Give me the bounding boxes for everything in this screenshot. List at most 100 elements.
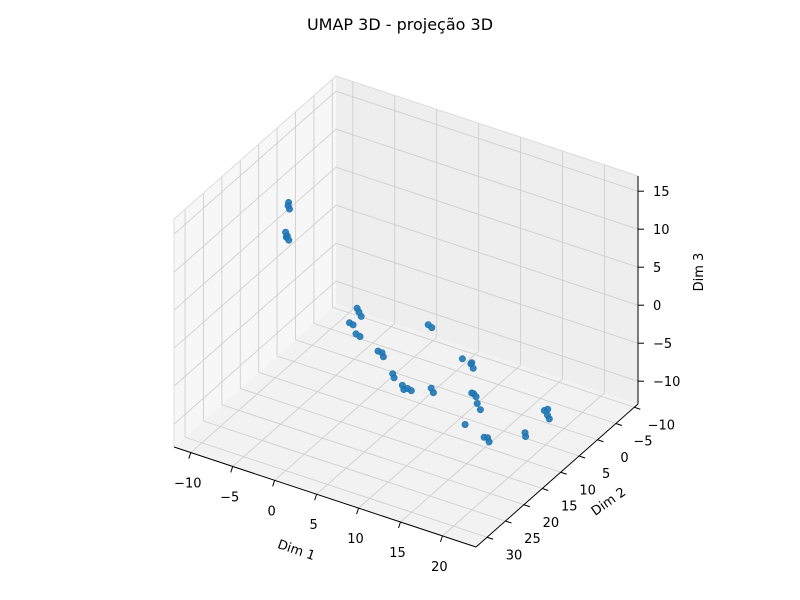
- data-point: [429, 389, 437, 397]
- data-point: [282, 233, 290, 241]
- grid-z-back: [335, 128, 639, 230]
- grid-x-floor: [358, 364, 521, 509]
- grid-y-floor: [203, 420, 506, 522]
- grid-x-floor: [442, 392, 605, 537]
- data-point: [468, 389, 476, 397]
- grid-y-floor: [295, 339, 598, 441]
- axis-panes: [174, 76, 638, 547]
- y-tick-mark: [542, 488, 549, 491]
- x-axis-line: [173, 446, 477, 548]
- z-tick-label: 0: [653, 299, 661, 314]
- y-tick-mark: [634, 406, 641, 410]
- y-tick-label: −10: [648, 418, 675, 433]
- x-tick-mark: [398, 521, 401, 529]
- z-tick-label: 10: [653, 223, 670, 238]
- z-tick-label: −10: [653, 375, 680, 390]
- z-tick-label: 15: [653, 185, 670, 200]
- data-point: [357, 312, 365, 320]
- data-point: [407, 387, 415, 395]
- data-point: [400, 385, 408, 393]
- y-tick-mark: [560, 471, 567, 475]
- y-tick-mark: [597, 439, 604, 443]
- data-point: [379, 353, 387, 361]
- grid-y-floor: [258, 371, 561, 473]
- y-tick-label: 0: [620, 451, 628, 466]
- data-point: [485, 438, 493, 446]
- y-axis-line: [475, 403, 639, 548]
- data-point: [349, 321, 357, 329]
- grid-y-floor: [332, 306, 635, 408]
- x-tick-label: 20: [431, 560, 448, 575]
- y-tick-mark: [578, 455, 586, 459]
- grid-z-left: [173, 166, 337, 311]
- z-axis-label: Dim 3: [692, 253, 707, 292]
- grid-z-left: [173, 242, 337, 387]
- grid-z-back: [335, 90, 639, 192]
- y-tick-mark: [505, 520, 512, 524]
- x-tick-mark: [230, 466, 234, 473]
- y-tick-mark: [615, 423, 623, 426]
- x-tick-mark: [188, 452, 192, 459]
- grid-x-floor: [400, 378, 563, 523]
- data-point: [285, 205, 293, 213]
- data-point: [390, 374, 398, 382]
- grid-lines: [173, 79, 639, 538]
- z-tick-label: 5: [653, 261, 661, 276]
- chart-title: UMAP 3D - projeção 3D: [307, 15, 493, 34]
- axis-lines: [173, 75, 639, 548]
- grid-y-floor: [184, 436, 488, 538]
- data-point: [468, 359, 476, 367]
- z-tick-label: −5: [653, 337, 672, 352]
- x-tick-mark: [272, 480, 276, 487]
- grid-z-left: [173, 90, 337, 235]
- y-tick-label: −5: [633, 435, 652, 450]
- grid-z-left: [173, 128, 337, 273]
- x-tick-label: −5: [220, 490, 239, 505]
- data-point: [480, 433, 488, 441]
- x-tick-label: 5: [309, 518, 317, 533]
- x-tick-mark: [356, 507, 360, 515]
- data-point: [285, 199, 293, 207]
- grid-y-floor: [313, 323, 617, 424]
- grid-x-floor: [316, 350, 479, 495]
- grid-x-floor: [274, 336, 437, 481]
- tick-labels: −10−505101520−10−5051015202530−10−505101…: [174, 185, 680, 575]
- x-tick-mark: [314, 494, 318, 501]
- data-point: [461, 420, 469, 428]
- grid-y-floor: [221, 404, 525, 506]
- x-tick-mark: [439, 535, 443, 543]
- data-point: [353, 304, 361, 312]
- y-tick-label: 20: [543, 516, 560, 531]
- data-point: [544, 405, 552, 413]
- data-points: [282, 199, 553, 446]
- data-point: [428, 324, 436, 332]
- grid-z-back: [335, 204, 639, 306]
- grid-z-left: [173, 204, 337, 349]
- y-tick-mark: [523, 504, 531, 508]
- data-point: [352, 330, 360, 338]
- x-tick-label: −10: [174, 477, 201, 492]
- pane-edge: [173, 75, 337, 220]
- x-axis-label: Dim 1: [275, 537, 316, 564]
- y-tick-label: 30: [506, 548, 523, 563]
- data-point: [545, 415, 553, 423]
- x-tick-label: 10: [347, 532, 364, 547]
- data-point: [374, 347, 382, 355]
- grid-x-floor: [232, 323, 396, 467]
- y-tick-label: 5: [602, 467, 610, 482]
- x-tick-label: 15: [389, 546, 406, 561]
- data-point: [473, 399, 481, 407]
- grid-y-floor: [240, 388, 543, 489]
- data-point: [522, 432, 530, 440]
- grid-x-floor: [190, 309, 354, 453]
- grid-z-left: [173, 280, 337, 425]
- grid-y-floor: [276, 355, 580, 457]
- pane-edge: [335, 75, 639, 177]
- y-tick-label: 25: [524, 532, 541, 547]
- data-point: [458, 355, 466, 363]
- y-tick-mark: [486, 536, 494, 540]
- y-tick-label: 15: [561, 500, 578, 515]
- grid-z-back: [335, 280, 639, 382]
- y-tick-label: 10: [579, 483, 596, 498]
